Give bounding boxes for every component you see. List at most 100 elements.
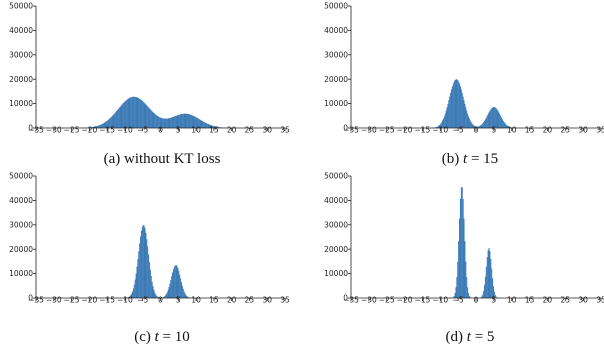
histogram-bar <box>216 126 218 128</box>
histogram-bar <box>174 265 176 298</box>
histogram-bar <box>448 100 450 128</box>
histogram-bar <box>201 120 203 128</box>
histogram-bar <box>493 107 495 128</box>
histogram-bar <box>211 125 213 128</box>
histogram-bar <box>175 265 177 298</box>
histogram-bar <box>468 118 470 128</box>
histogram-bar <box>177 268 179 298</box>
x-tick-label: −25 <box>379 126 395 135</box>
histogram-bar <box>172 272 174 298</box>
histogram-bar <box>137 97 139 128</box>
histogram-bar <box>505 124 507 128</box>
histogram-bar <box>169 283 171 298</box>
x-tick-label: 20 <box>227 296 237 305</box>
y-tick-label: 10000 <box>9 99 33 108</box>
histogram-bar <box>465 107 467 128</box>
histogram-bar <box>208 124 210 128</box>
histogram-bar <box>491 268 493 298</box>
histogram-bar <box>163 118 165 128</box>
x-tick-label: 20 <box>227 126 237 135</box>
histogram-bar <box>193 116 195 128</box>
histogram-bar <box>186 113 188 128</box>
histogram-bar <box>481 124 483 128</box>
histogram-bar <box>480 125 482 128</box>
y-tick-label: 30000 <box>9 50 33 59</box>
histogram-bar <box>170 279 172 298</box>
histogram-bar <box>185 113 187 128</box>
histogram-bar <box>493 291 495 298</box>
histogram-bar <box>179 274 181 298</box>
x-tick-label: 10 <box>191 126 201 135</box>
histogram-bar <box>465 261 467 298</box>
histogram-bar <box>171 117 173 128</box>
histogram-bar <box>119 106 121 128</box>
histogram-bar <box>459 198 461 298</box>
histogram-bar <box>166 292 168 298</box>
y-tick-label: 10000 <box>324 269 348 278</box>
x-tick-label: −10 <box>432 296 448 305</box>
histogram-bar <box>176 266 178 298</box>
histogram-bar <box>492 107 494 128</box>
histogram-bar <box>185 294 187 298</box>
histogram-bar <box>161 118 163 128</box>
histogram-bar <box>184 113 186 128</box>
x-tick-label: −35 <box>28 126 44 135</box>
histogram-bar <box>178 114 180 128</box>
histogram-bars <box>80 96 231 128</box>
histogram-bar <box>106 121 108 128</box>
x-tick-label: −15 <box>415 296 431 305</box>
histogram-bar <box>164 296 166 298</box>
histogram-bar <box>483 122 485 128</box>
histogram-bar <box>484 119 486 128</box>
x-tick-label: 0 <box>474 126 479 135</box>
histogram-bar <box>146 239 148 298</box>
histogram-bar <box>124 101 126 128</box>
histogram-bar <box>467 116 469 128</box>
x-tick-label: 15 <box>525 296 535 305</box>
histogram-bar <box>147 246 149 298</box>
histogram-bar <box>468 295 470 298</box>
histogram-bar <box>155 114 157 128</box>
histogram-bar <box>153 289 155 298</box>
histogram-bar <box>131 97 133 128</box>
histogram-bar <box>173 266 175 298</box>
histogram-bar <box>151 111 153 128</box>
histogram-bar <box>145 232 147 298</box>
histogram-bar <box>206 123 208 128</box>
histogram-bar <box>178 271 180 298</box>
histogram-bar <box>93 126 95 128</box>
y-tick-label: 20000 <box>9 245 33 254</box>
histogram-bar <box>111 116 113 128</box>
y-tick-label: 50000 <box>324 2 348 11</box>
histogram-bar <box>446 107 448 128</box>
x-tick-label: −10 <box>432 126 448 135</box>
histogram-bar <box>154 292 156 298</box>
x-tick-label: −25 <box>379 296 395 305</box>
histogram-bar <box>196 118 198 128</box>
x-tick-label: −5 <box>453 296 464 305</box>
histogram-bar <box>103 122 105 128</box>
histogram-bar <box>488 112 490 128</box>
x-tick-label: −20 <box>397 296 413 305</box>
histogram-bar <box>130 97 132 128</box>
histogram-bar <box>175 115 177 128</box>
histogram-bar <box>501 119 503 128</box>
histogram-bar <box>478 126 480 128</box>
histogram-bar <box>484 284 486 298</box>
histogram-bar <box>162 118 164 128</box>
histogram-bar <box>127 98 129 128</box>
histogram-bar <box>190 114 192 128</box>
histogram-bar <box>115 112 117 128</box>
histogram-bar <box>464 103 466 128</box>
histogram-bar <box>496 109 498 128</box>
histogram-bar <box>450 92 452 128</box>
histogram-bar <box>152 286 154 298</box>
x-tick-label: 5 <box>491 296 496 305</box>
histogram-bar <box>488 248 490 298</box>
histogram-bar <box>135 273 137 298</box>
histogram-bar <box>451 89 453 128</box>
histogram-bar <box>464 241 466 298</box>
y-tick-label: 0 <box>28 124 33 133</box>
